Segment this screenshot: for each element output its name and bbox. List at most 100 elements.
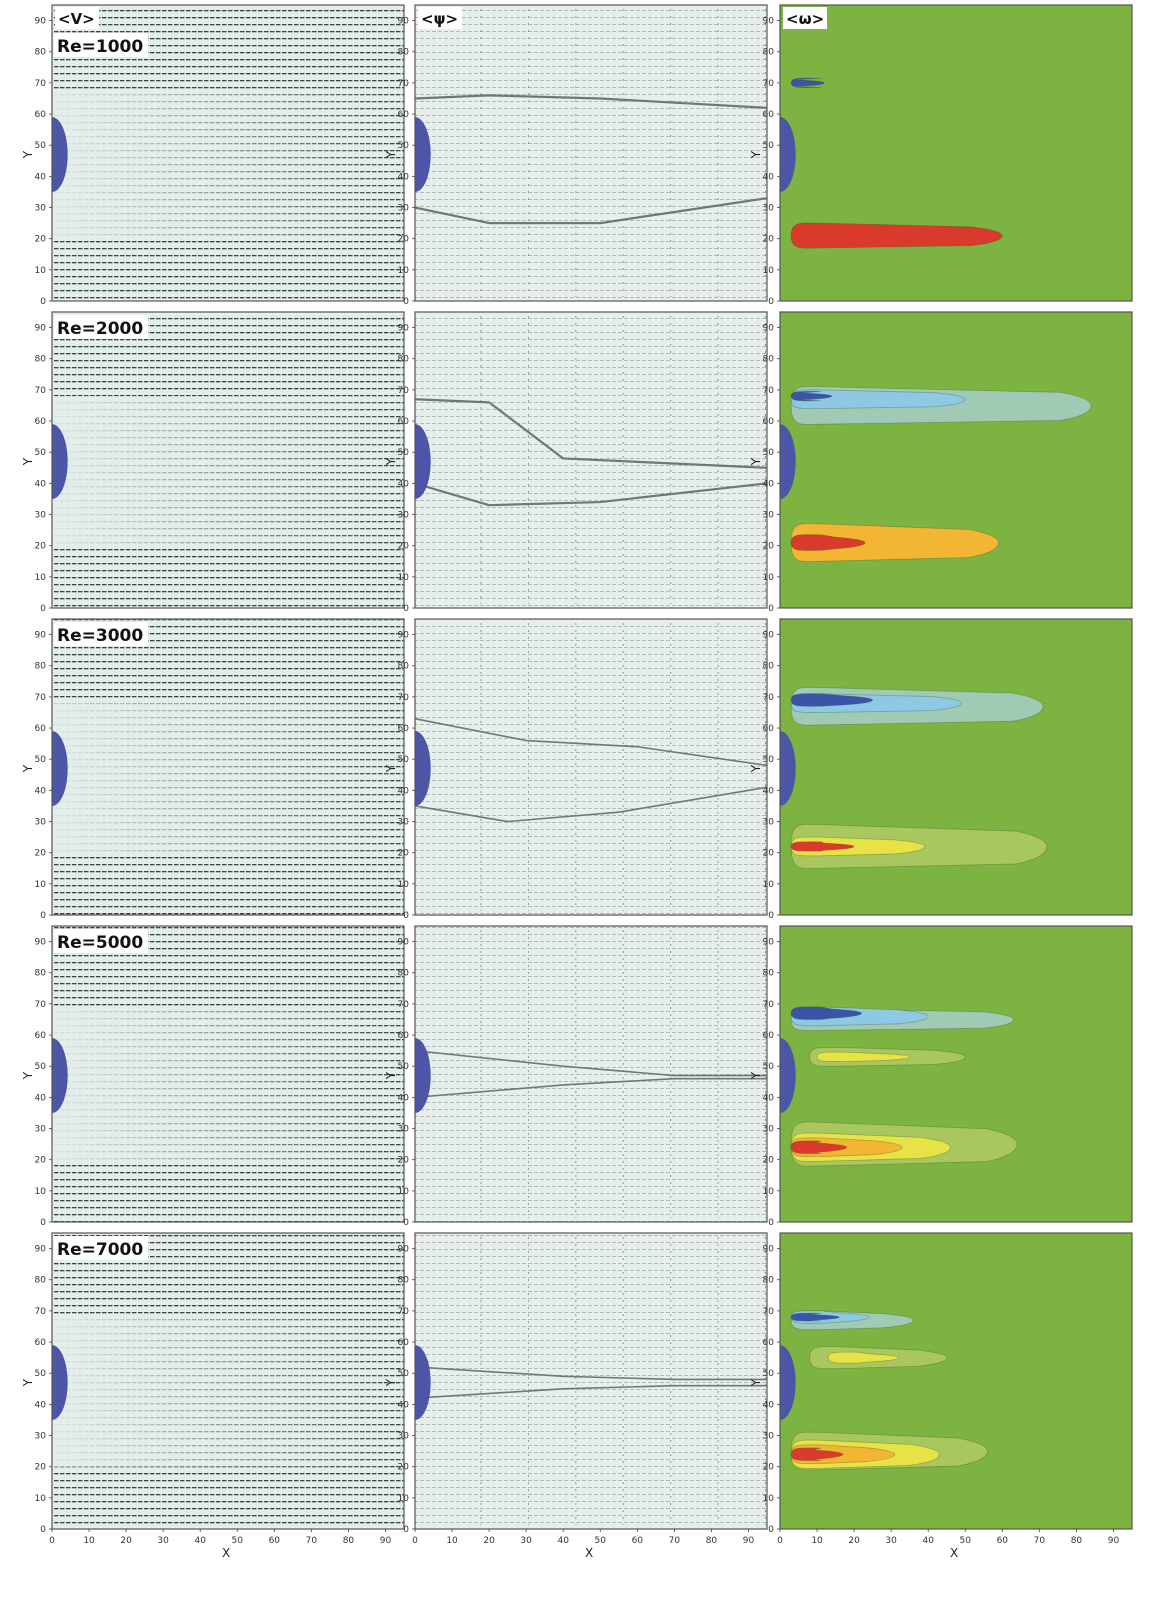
wake-streamline-1 <box>414 1384 767 1399</box>
panel-frame <box>779 311 1133 609</box>
y-tick-label: 80 <box>35 355 47 365</box>
panel-frame <box>779 1232 1133 1530</box>
re-label-bg <box>54 929 148 953</box>
panel-r1-c0: 0 10 20 30 40 50 60 70 80 90 Y Re=2000 <box>21 311 405 614</box>
y-tick-label: 10 <box>35 266 47 276</box>
y-tick-label: 30 <box>763 1432 775 1442</box>
y-tick-label: 50 <box>35 1369 47 1379</box>
x-tick-label: 20 <box>483 1536 495 1546</box>
wake-streamline-1 <box>414 786 768 823</box>
cylinder-shape <box>52 117 68 192</box>
y-tick-label: 80 <box>763 969 775 979</box>
y-tick-label: 40 <box>763 786 775 796</box>
streamline-field <box>415 1233 767 1529</box>
y-tick-label: 60 <box>398 1338 410 1348</box>
y-tick-label: 0 <box>40 1525 46 1535</box>
y-tick-label: 70 <box>35 1000 47 1010</box>
y-tick-label: 40 <box>398 786 410 796</box>
panel-r1-c2: 0 10 20 30 40 50 60 70 80 90 Y <box>749 311 1133 614</box>
x-axes: 0 10 20 30 40 50 60 70 80 90 X 0 10 20 30 40 50 60 70 80 90 X… <box>49 1529 1119 1560</box>
x-axis-c0: 0 10 20 30 40 50 60 70 80 90 X <box>49 1529 391 1560</box>
cylinder-shape <box>415 731 431 806</box>
re-label-bg <box>54 1236 148 1260</box>
x-tick-label: 50 <box>960 1536 972 1546</box>
panel-frame <box>51 1232 405 1530</box>
y-tick-label: 10 <box>763 880 775 890</box>
y-tick-label: 60 <box>35 110 47 120</box>
y-tick-label: 60 <box>35 1338 47 1348</box>
column-label: <V> <box>58 10 95 28</box>
cylinder-shape <box>415 117 431 192</box>
y-tick-label: 10 <box>763 573 775 583</box>
y-axis-label: Y <box>21 150 35 159</box>
column-label-bg <box>783 7 827 29</box>
panel-frame <box>51 4 405 302</box>
cylinder-shape <box>415 1038 431 1113</box>
y-tick-label: 40 <box>35 172 47 182</box>
y-tick-label: 70 <box>35 79 47 89</box>
x-tick-label: 80 <box>343 1536 355 1546</box>
y-tick-label: 50 <box>398 1062 410 1072</box>
y-tick-label: 90 <box>398 938 410 948</box>
cylinder-shape <box>415 1345 431 1420</box>
panel-frame <box>51 925 405 1223</box>
y-tick-label: 10 <box>763 1187 775 1197</box>
streamline-field <box>415 926 767 1222</box>
y-tick-label: 90 <box>398 631 410 641</box>
y-tick-label: 10 <box>398 266 410 276</box>
panel-r4-c0: 0 10 20 30 40 50 60 70 80 90 Y Re=7000 <box>21 1232 405 1535</box>
x-axis-label: X <box>950 1546 958 1560</box>
y-axis-label: Y <box>749 764 763 773</box>
panel-frame <box>414 618 768 916</box>
cylinder-shape <box>415 424 431 499</box>
y-tick-label: 80 <box>398 48 410 58</box>
y-tick-label: 0 <box>40 1218 46 1228</box>
y-tick-label: 60 <box>398 1031 410 1041</box>
x-tick-label: 90 <box>743 1536 755 1546</box>
y-tick-label: 60 <box>763 1338 775 1348</box>
x-tick-label: 40 <box>557 1536 569 1546</box>
x-tick-label: 30 <box>520 1536 532 1546</box>
y-tick-label: 10 <box>35 573 47 583</box>
panel-frame <box>414 4 768 302</box>
y-tick-label: 30 <box>398 204 410 214</box>
y-tick-label: 0 <box>403 297 409 307</box>
y-tick-label: 30 <box>35 1125 47 1135</box>
y-tick-label: 10 <box>763 266 775 276</box>
y-axis-label: Y <box>21 1378 35 1387</box>
y-tick-label: 30 <box>398 818 410 828</box>
y-tick-label: 50 <box>763 448 775 458</box>
wake-band <box>52 1010 404 1160</box>
wake-band <box>52 1317 404 1467</box>
wake-streamline-1 <box>414 1077 767 1099</box>
y-tick-label: 70 <box>763 1000 775 1010</box>
y-tick-label: 40 <box>35 786 47 796</box>
y-axis-label: Y <box>749 457 763 466</box>
y-tick-label: 90 <box>763 17 775 27</box>
panel-frame <box>51 618 405 916</box>
y-tick-label: 0 <box>768 297 774 307</box>
y-tick-label: 50 <box>763 755 775 765</box>
panel-r0-c1: 0 10 20 30 40 50 60 70 80 90 Y <ψ> <box>384 4 768 307</box>
y-tick-label: 50 <box>763 1369 775 1379</box>
y-tick-label: 60 <box>398 110 410 120</box>
y-tick-label: 60 <box>35 1031 47 1041</box>
y-tick-label: 10 <box>35 1494 47 1504</box>
x-tick-label: 90 <box>1108 1536 1120 1546</box>
y-tick-label: 40 <box>763 172 775 182</box>
re-label: Re=5000 <box>57 933 143 953</box>
x-tick-label: 10 <box>83 1536 95 1546</box>
vorticity-contour-lower <box>790 534 866 551</box>
cylinder-shape <box>52 1345 68 1420</box>
wake-streamline-1 <box>414 197 768 225</box>
y-tick-label: 0 <box>40 297 46 307</box>
y-tick-label: 10 <box>398 880 410 890</box>
y-axis-label: Y <box>384 150 398 159</box>
y-tick-label: 60 <box>35 724 47 734</box>
panel-frame <box>414 925 768 1223</box>
panel-frame <box>779 925 1133 1223</box>
x-tick-label: 40 <box>194 1536 206 1546</box>
y-tick-label: 40 <box>398 1400 410 1410</box>
y-axis-label: Y <box>749 1071 763 1080</box>
y-tick-label: 0 <box>40 604 46 614</box>
